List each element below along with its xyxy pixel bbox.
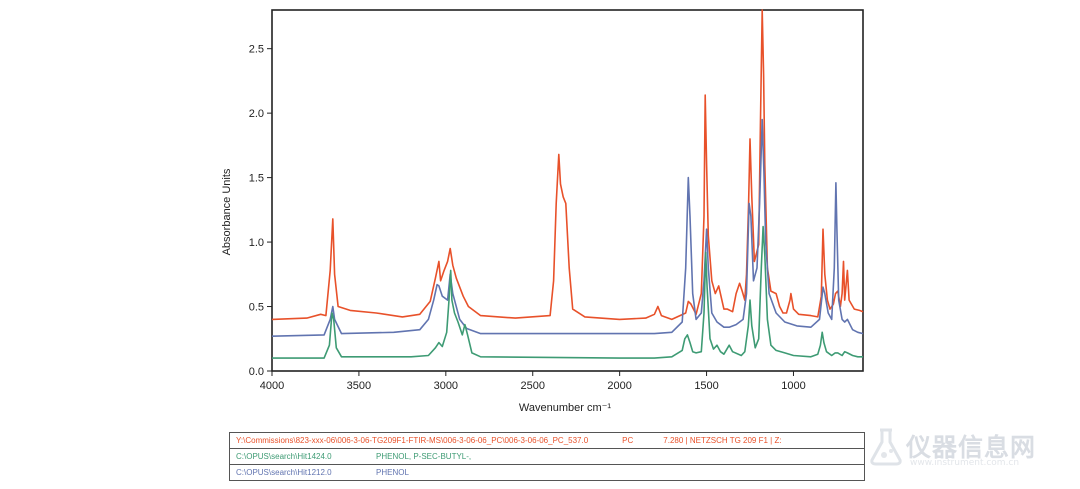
legend-sample-name: PC — [622, 436, 634, 445]
x-tick-label: 3500 — [347, 380, 371, 392]
x-tick-label: 2500 — [520, 380, 544, 392]
legend-row-hit1424: C:\OPUS\search\Hit1424.0 PHENOL, P-SEC-B… — [230, 448, 864, 464]
legend-row-sample: Y:\Commissions\823-xxx-06\006-3-06-TG209… — [230, 433, 864, 448]
watermark-logo: 仪器信息网 www.instrument.com.cn — [862, 422, 1072, 472]
x-tick-label: 1500 — [694, 380, 718, 392]
y-axis-label: Absorbance Units — [221, 168, 233, 255]
plot-frame — [271, 9, 864, 372]
spectrum-legend-table: Y:\Commissions\823-xxx-06\006-3-06-TG209… — [229, 432, 865, 481]
chart-svg: 4000 3500 3000 2500 2000 1500 1000 0.0 0.5 1.0 1.5… — [221, 9, 864, 414]
spectrum-line-0 — [271, 9, 864, 321]
spectrum-line-2 — [272, 225, 863, 359]
legend-file-path: C:\OPUS\search\Hit1212.0 — [236, 468, 332, 477]
watermark-url: www.instrument.com.cn — [910, 458, 1020, 468]
y-tick-label: 2.5 — [249, 44, 264, 56]
legend-compound-name: PHENOL — [376, 468, 409, 477]
ftir-chart: 4000 3500 3000 2500 2000 1500 1000 0.0 0.5 1.0 1.5… — [221, 9, 864, 414]
spectrum-line-1 — [271, 118, 864, 337]
y-tick-label: 2.0 — [249, 108, 264, 120]
watermark-flask-icon — [870, 428, 902, 466]
legend-instrument-info: 7.280 | NETZSCH TG 209 F1 | Z: — [663, 436, 782, 445]
y-tick-label: 1.0 — [249, 237, 264, 249]
x-tick-label: 4000 — [260, 380, 284, 392]
x-tick-label: 3000 — [434, 380, 458, 392]
y-tick-label: 0.5 — [249, 302, 264, 314]
watermark-text: 仪器信息网 — [906, 433, 1037, 462]
legend-row-hit1212: C:\OPUS\search\Hit1212.0 PHENOL — [230, 464, 864, 480]
x-tick-label: 2000 — [607, 380, 631, 392]
legend-file-path: C:\OPUS\search\Hit1424.0 — [236, 452, 332, 461]
tick-layer: 4000 3500 3000 2500 2000 1500 1000 0.0 0.5 1.0 1.5… — [249, 44, 806, 392]
y-tick-label: 1.5 — [249, 173, 264, 185]
series-layer — [271, 9, 864, 359]
legend-file-path: Y:\Commissions\823-xxx-06\006-3-06-TG209… — [236, 436, 589, 445]
y-tick-label: 0.0 — [249, 366, 264, 378]
x-axis-label: Wavenumber cm⁻¹ — [519, 402, 612, 414]
legend-compound-name: PHENOL, P-SEC-BUTYL-, — [376, 452, 472, 461]
x-tick-label: 1000 — [781, 380, 805, 392]
